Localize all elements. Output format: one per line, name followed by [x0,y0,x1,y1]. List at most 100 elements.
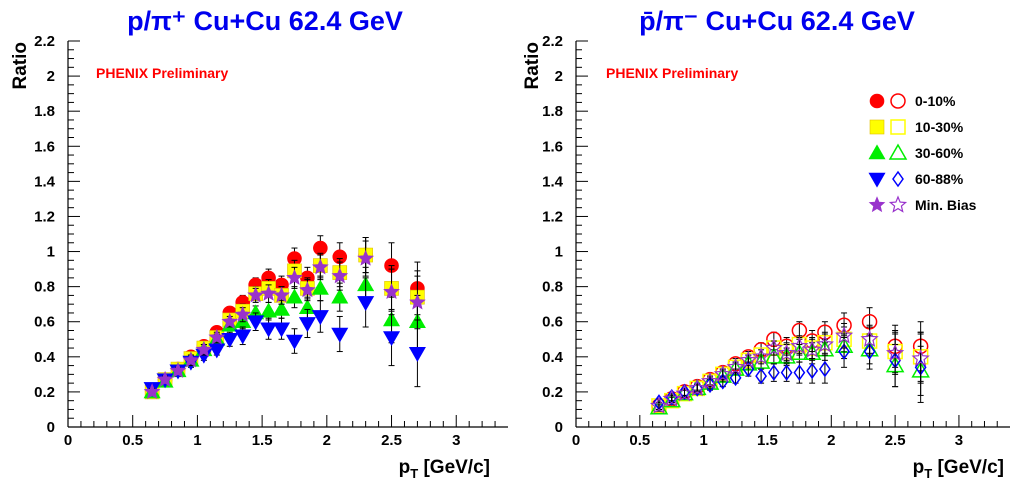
legend-filled-marker [868,172,886,188]
right-data-point [835,326,854,344]
right-data-point [815,334,834,353]
right-panel-title: p̄/π⁻ Cu+Cu 62.4 GeV [639,6,915,36]
legend-label: 10-30% [915,119,964,135]
left-y-tick-label: 0.4 [34,349,56,366]
left-x-axis-title-unit: [GeV/c] [418,457,490,478]
left-x-axis-title-sub: T [410,466,418,481]
right-y-tick-label: 1.6 [542,138,563,155]
right-data-point [818,360,831,378]
left-data-point [260,284,277,301]
left-data-point [247,286,265,303]
right-series-4 [649,322,930,414]
left-data-point [285,288,303,304]
left-data-point [357,249,375,266]
left-series-4 [143,240,426,400]
right-data-point [726,357,745,376]
right-preliminary-label: PHENIX Preliminary [606,65,738,81]
right-x-axis-title: pT [GeV/c] [913,457,1004,481]
left-data-point [409,293,426,310]
left-data-point [260,322,278,338]
left-y-tick-label: 2 [47,68,55,85]
left-x-tick-label: 3 [452,432,460,449]
left-preliminary-label: PHENIX Preliminary [96,65,228,81]
right-data-point [662,389,681,407]
right-data-point [700,371,720,390]
right-data-point [688,378,707,397]
right-y-tick-label: 1.4 [542,173,564,190]
right-y-axis-title: Ratio [522,42,543,90]
right-x-axis-title-sub: T [924,466,932,481]
left-data-point [273,286,290,303]
left-data-point [143,383,161,400]
right-y-tick-label: 1.8 [542,103,563,120]
right-data-point [764,338,783,356]
left-data-point [273,300,291,316]
legend-filled-marker [868,144,886,160]
legend-open-marker [892,170,904,188]
left-x-axis-title: pT [GeV/c] [399,457,490,481]
right-data-point [764,347,784,364]
left-data-point [182,351,200,368]
left-y-tick-label: 0.2 [34,384,55,401]
left-data-point [208,343,226,359]
left-data-point [408,347,426,362]
right-data-point [911,349,930,367]
legend-filled-marker [869,119,885,135]
right-data-point [793,364,806,381]
left-x-tick-label: 2.5 [381,432,402,449]
right-y-tick-label: 0.2 [542,384,563,401]
legend: 0-10% 10-30% 30-60% 60-88% Min. Bias [868,93,977,213]
left-y-tick-label: 1 [47,244,55,261]
right-data-point [742,360,755,378]
right-data-point [665,388,678,406]
left-data-point [357,296,375,312]
right-data-point [838,343,850,360]
right-x-tick-label: 1.5 [757,432,778,449]
right-series-3 [653,331,927,411]
right-x-tick-label: 0.5 [629,432,650,449]
right-data-point [860,329,879,347]
left-data-point [208,328,226,345]
right-data-point [649,396,669,414]
left-panel-title: p/π⁺ Cu+Cu 62.4 GeV [127,6,403,36]
right-y-tick-label: 0.8 [542,279,563,296]
left-data-point [260,302,278,318]
left-y-tick-label: 1.2 [34,208,55,225]
right-data-point [790,336,809,355]
left-x-tick-label: 1.5 [252,432,273,449]
right-data-point [729,369,742,387]
right-x-tick-label: 2 [827,432,835,449]
left-data-point [331,288,349,304]
left-data-point [299,281,316,298]
right-y-tick-label: 0.6 [542,314,563,331]
right-x-axis-title-p: p [913,457,925,478]
right-x-tick-label: 1 [699,432,707,449]
legend-label: Min. Bias [915,197,977,213]
left-series-0 [144,235,425,398]
left-data-point [331,327,349,343]
right-series-0 [651,307,929,414]
left-data-point [311,258,329,275]
right-y-tick-label: 0.4 [542,349,564,366]
left-data-point [383,331,401,347]
right-data-point [780,364,793,381]
left-y-tick-label: 2.2 [34,33,55,50]
left-data-point [234,329,252,345]
left-x-tick-label: 2 [323,432,331,449]
left-data-point [285,334,303,350]
legend-open-marker [890,119,906,135]
right-data-point [739,350,758,369]
left-y-axis-title: Ratio [10,42,31,90]
left-x-tick-label: 0 [64,432,72,449]
left-data-point [311,279,329,295]
left-data-point [156,370,174,387]
right-data-point [755,367,768,385]
left-series-1 [144,237,425,400]
left-series-3 [143,277,426,398]
left-y-tick-label: 1.8 [34,103,55,120]
right-data-point [863,343,876,360]
right-data-point [675,384,694,402]
right-y-tick-label: 1.2 [542,208,563,225]
left-data-point [195,341,213,357]
right-panel: p̄/π⁻ Cu+Cu 62.4 GeV Ratio pT [GeV/c] PH… [522,6,1010,481]
